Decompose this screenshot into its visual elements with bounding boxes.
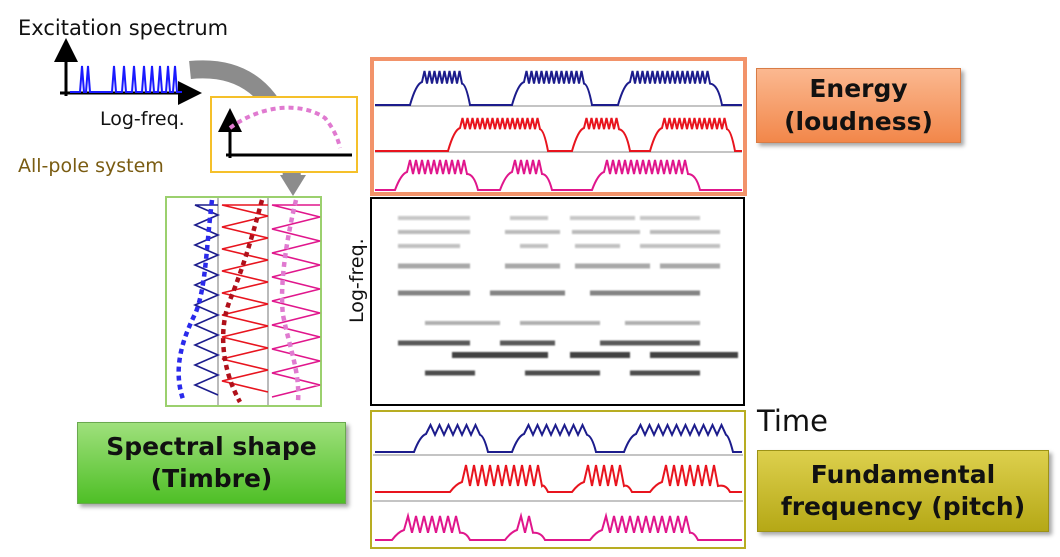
spectrogram-band bbox=[572, 230, 640, 234]
spectrogram-band bbox=[452, 352, 548, 358]
spectrogram-band bbox=[600, 340, 700, 346]
spectrogram-band bbox=[398, 216, 470, 220]
energy-callout-line-1: Energy bbox=[809, 74, 908, 103]
all-pole-system-box bbox=[210, 96, 358, 173]
spectrogram-band bbox=[520, 321, 600, 325]
spectral-shape-timbre-callout: Spectral shape (Timbre) bbox=[77, 422, 346, 504]
energy-contour-navy bbox=[375, 70, 742, 106]
spectrogram-band bbox=[650, 230, 720, 234]
spectrogram-band bbox=[525, 370, 600, 376]
pitch-callout-line-1: Fundamental bbox=[810, 459, 996, 489]
spectrogram-band bbox=[570, 216, 635, 220]
all-pole-envelope-curve bbox=[228, 105, 342, 149]
timbre-callout-line-2: (Timbre) bbox=[150, 464, 273, 493]
spectrogram-band bbox=[398, 263, 470, 269]
spectrogram-band bbox=[520, 244, 548, 248]
spectrogram-band bbox=[500, 340, 555, 346]
spectrogram-band bbox=[425, 370, 475, 376]
spectral-zigzag-magenta bbox=[271, 204, 321, 398]
spectrogram-band bbox=[490, 290, 565, 296]
pitch-callout-line-2: frequency (pitch) bbox=[780, 492, 1026, 521]
spectral-zigzag-red bbox=[221, 204, 269, 393]
excitation-logfreq-label: Log-freq. bbox=[100, 108, 185, 130]
energy-contour-magenta bbox=[375, 159, 742, 191]
fundamental-frequency-panel bbox=[370, 410, 746, 549]
excitation-harmonic-peaks bbox=[70, 65, 182, 93]
spectrogram-band bbox=[510, 216, 548, 220]
time-label: Time bbox=[757, 404, 828, 438]
f0-contour-navy bbox=[375, 422, 742, 453]
spectrogram-panel bbox=[370, 197, 745, 406]
energy-contour-red bbox=[375, 117, 742, 152]
spectrogram-band bbox=[625, 321, 700, 325]
spectrogram-band bbox=[505, 230, 560, 234]
spectrogram-band bbox=[590, 290, 700, 296]
spectrogram-band bbox=[398, 244, 460, 248]
spectrogram-band bbox=[398, 340, 470, 346]
spectrogram-band bbox=[505, 263, 560, 269]
timbre-callout-line-1: Spectral shape bbox=[106, 431, 317, 461]
excitation-spectrum-label: Excitation spectrum bbox=[18, 16, 229, 40]
spectral-zigzag-navy bbox=[192, 204, 221, 396]
spectrogram-band bbox=[660, 263, 720, 269]
spectrogram-band bbox=[640, 244, 720, 248]
all-pole-system-label: All-pole system bbox=[18, 155, 164, 177]
spectral-envelope-darkred-dotted bbox=[220, 199, 265, 404]
spectrogram-bands bbox=[398, 216, 738, 376]
spectrogram-band bbox=[575, 244, 620, 248]
energy-callout-line-2: (loudness) bbox=[784, 106, 933, 136]
spectral-shape-panel bbox=[165, 196, 322, 407]
fundamental-frequency-pitch-callout: Fundamental frequency (pitch) bbox=[757, 450, 1049, 532]
spectrogram-band bbox=[630, 370, 700, 376]
f0-contour-magenta bbox=[375, 512, 742, 541]
spectrogram-band bbox=[398, 230, 470, 234]
f0-contour-red bbox=[375, 464, 742, 493]
spectrogram-band bbox=[640, 216, 700, 220]
spectrogram-band bbox=[398, 290, 470, 296]
energy-loudness-callout: Energy (loudness) bbox=[756, 68, 961, 143]
spectrogram-band bbox=[650, 352, 738, 358]
energy-panel bbox=[370, 57, 747, 196]
excitation-spectrum-plot bbox=[54, 38, 202, 105]
spectrogram-band bbox=[575, 263, 650, 269]
spectrogram-band bbox=[425, 321, 500, 325]
spectrogram-band bbox=[570, 352, 630, 358]
spectral-envelope-blue-dotted bbox=[176, 199, 215, 403]
